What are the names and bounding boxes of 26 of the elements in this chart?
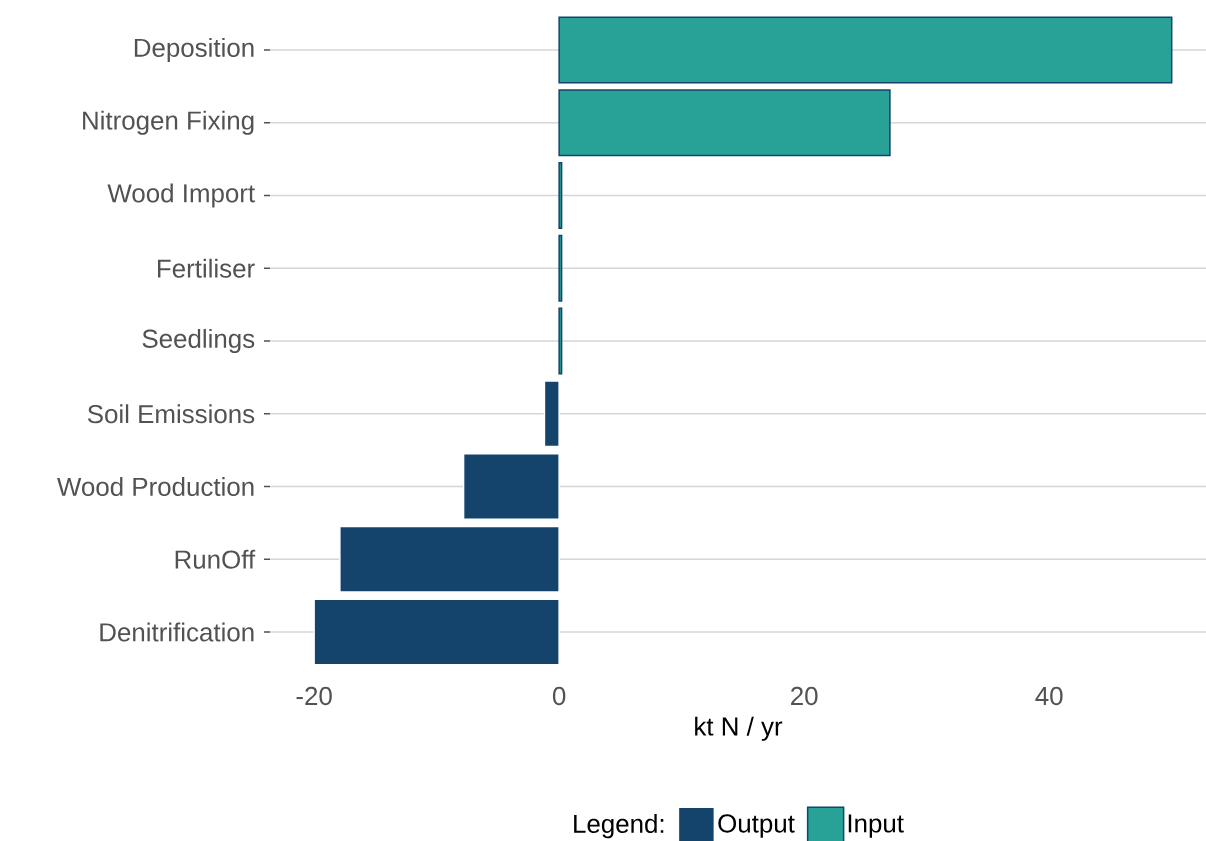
y-tick-label: Deposition — [134, 37, 254, 63]
bar — [558, 16, 1173, 84]
x-tick-label: 0 — [552, 686, 566, 706]
y-tick-label: Soil Emissions — [87, 404, 255, 424]
bar — [543, 380, 560, 448]
y-tick-label: RunOff — [175, 549, 256, 569]
y-tick-label: Denitrification — [100, 622, 254, 642]
legend-label: Input — [848, 814, 904, 838]
y-tick-label: Wood Production — [57, 477, 254, 497]
x-tick-label: 20 — [791, 686, 818, 706]
x-axis-title: kt N / yr — [695, 716, 783, 741]
y-tick-label: Seedlings — [142, 328, 255, 354]
bar — [339, 525, 560, 593]
bar — [558, 234, 563, 302]
bar — [462, 453, 560, 520]
bar — [313, 598, 560, 666]
y-tick-label: Fertiliser — [157, 258, 255, 278]
legend-title: Legend: — [574, 814, 664, 839]
x-tick-label: 40 — [1035, 686, 1063, 706]
legend-label: Output — [718, 814, 795, 838]
y-tick-label: Wood Import — [107, 183, 255, 208]
bar — [558, 89, 891, 157]
bar — [558, 307, 563, 375]
y-tick-label: Nitrogen Fixing — [83, 110, 254, 135]
x-tick-label: -20 — [296, 686, 332, 706]
bar — [558, 162, 563, 229]
